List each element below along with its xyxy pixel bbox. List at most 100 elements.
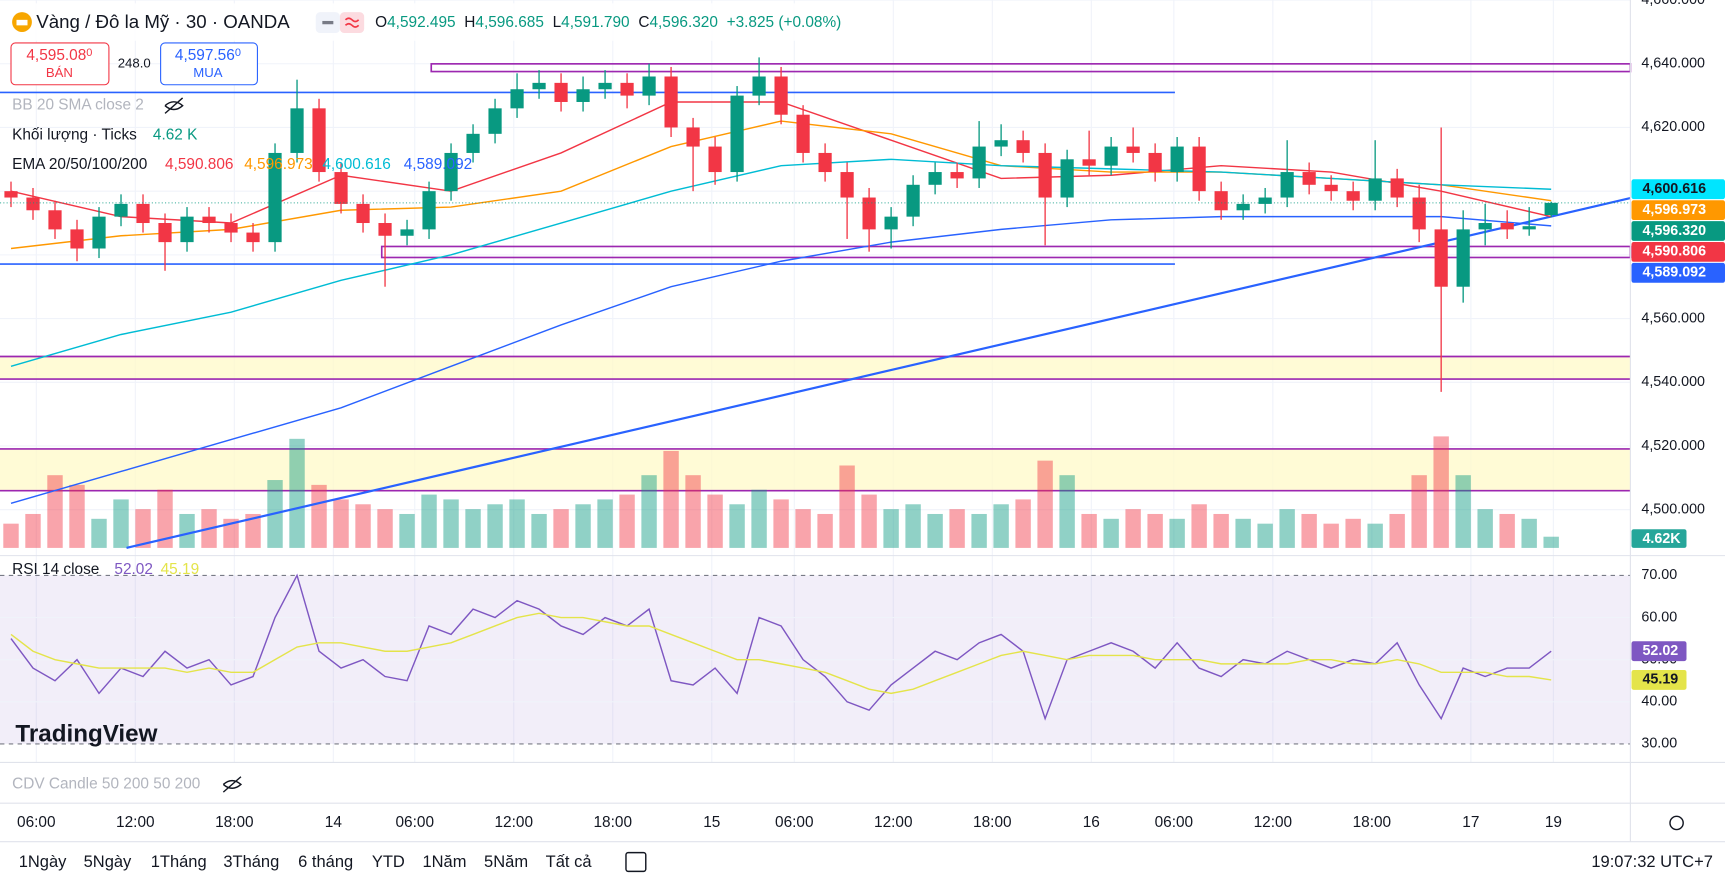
ema-legend-value: 4,590.806 bbox=[165, 156, 233, 173]
range-button[interactable]: 5Ngày bbox=[84, 853, 132, 871]
candle-body bbox=[136, 203, 150, 224]
volume-bar bbox=[289, 438, 305, 548]
y-tick-label: 4,620.000 bbox=[1641, 119, 1705, 135]
sell-price-sup: 0 bbox=[86, 47, 92, 59]
buy-button[interactable]: 4,597.560 MUA bbox=[160, 42, 258, 86]
price-tag bbox=[1631, 200, 1725, 221]
volume-bar bbox=[91, 518, 107, 548]
rsi-line bbox=[10, 612, 1552, 695]
volume-bar bbox=[333, 499, 349, 548]
candle-body bbox=[906, 184, 920, 217]
range-button[interactable]: 3Tháng bbox=[223, 853, 279, 871]
volume-bar bbox=[795, 509, 811, 548]
volume-bar bbox=[1389, 513, 1405, 548]
volume-bar bbox=[1037, 460, 1053, 548]
ema-legend-values: 4,590.806 4,596.973 4,600.616 4,589.092 bbox=[165, 156, 472, 173]
calendar-icon[interactable] bbox=[625, 851, 647, 873]
rsi-tick-label: 70.00 bbox=[1641, 567, 1677, 583]
volume-bar bbox=[685, 475, 701, 548]
volume-bar bbox=[861, 494, 877, 548]
candle-body bbox=[620, 82, 634, 96]
volume-bar bbox=[1147, 513, 1163, 548]
candle-body bbox=[1346, 191, 1360, 201]
volume-bar bbox=[311, 484, 327, 548]
x-tick-label: 16 bbox=[1083, 814, 1100, 831]
volume-bar bbox=[597, 499, 613, 548]
x-tick-label: 18:00 bbox=[1353, 814, 1392, 831]
range-button[interactable]: 1Ngày bbox=[19, 853, 67, 871]
icon-glyph bbox=[322, 20, 334, 25]
y-tick-label: 4,640.000 bbox=[1641, 56, 1705, 72]
candle-body bbox=[422, 191, 436, 230]
range-button[interactable]: Tất cả bbox=[546, 853, 593, 871]
volume-bar bbox=[883, 509, 899, 548]
hidden-icon[interactable] bbox=[222, 776, 243, 793]
volume-bar bbox=[817, 513, 833, 548]
drawings bbox=[0, 63, 1632, 492]
candle-body bbox=[818, 152, 832, 173]
price-tag-label: 4,596.320 bbox=[1642, 223, 1706, 239]
volume-bar bbox=[1015, 499, 1031, 548]
icon-button[interactable] bbox=[339, 12, 365, 34]
sell-button[interactable]: 4,595.080 BÁN bbox=[10, 42, 110, 86]
x-tick-label: 18:00 bbox=[973, 814, 1012, 831]
volume-bar bbox=[1455, 475, 1471, 548]
x-tick-label: 12:00 bbox=[874, 814, 913, 831]
candle-body bbox=[576, 89, 590, 102]
candle-body bbox=[796, 114, 810, 153]
sell-price-main: 4,595.08 bbox=[26, 47, 86, 64]
volume-bar bbox=[619, 494, 635, 548]
price-tag-label: 4,589.092 bbox=[1642, 265, 1706, 281]
candles bbox=[0, 57, 1631, 392]
volume-bar bbox=[1367, 523, 1383, 548]
candle-body bbox=[1500, 223, 1514, 230]
bb-legend[interactable]: BB 20 SMA close 2 bbox=[12, 97, 144, 114]
candle-body bbox=[994, 140, 1008, 147]
clock[interactable]: 19:07:32 UTC+7 bbox=[1591, 853, 1713, 871]
x-tick-label: 06:00 bbox=[1155, 814, 1194, 831]
price-tag-label: 4,600.616 bbox=[1642, 181, 1706, 197]
volume-bar bbox=[1125, 509, 1141, 548]
y-tick-label: 4,660.000 bbox=[1641, 0, 1705, 8]
volume-bar bbox=[993, 504, 1009, 548]
volume-bar bbox=[553, 509, 569, 548]
candle-body bbox=[840, 172, 854, 198]
settings-icon[interactable] bbox=[1669, 815, 1684, 831]
range-button[interactable]: 1Năm bbox=[422, 853, 466, 871]
candle-body bbox=[1390, 178, 1404, 198]
buy-box[interactable] bbox=[160, 42, 258, 86]
range-button[interactable]: 5Năm bbox=[484, 853, 528, 871]
rsi-legend[interactable]: RSI 14 close bbox=[12, 561, 99, 578]
x-tick-label: 18:00 bbox=[594, 814, 633, 831]
y-tick-label: 4,560.000 bbox=[1641, 310, 1705, 326]
sell-box[interactable] bbox=[10, 42, 110, 86]
volume-legend[interactable]: Khối lượng · Ticks bbox=[12, 126, 137, 143]
rsi-legend-values: 52.02 45.19 bbox=[114, 561, 199, 578]
header-bg bbox=[0, 3, 881, 41]
volume-bar bbox=[1081, 513, 1097, 548]
candle-body bbox=[114, 203, 128, 217]
volume-bar bbox=[1059, 475, 1075, 548]
range-button[interactable]: 6 tháng bbox=[298, 853, 353, 871]
cdv-legend[interactable]: CDV Candle 50 200 50 200 bbox=[12, 776, 200, 793]
candle-body bbox=[884, 216, 898, 230]
rsi-legend-value: 52.02 bbox=[114, 561, 153, 578]
range-button[interactable]: 1Tháng bbox=[151, 853, 207, 871]
hidden-icon[interactable] bbox=[164, 97, 184, 114]
sell-label: BÁN bbox=[46, 65, 73, 80]
candle-body bbox=[1148, 152, 1162, 173]
volume-bar bbox=[1279, 509, 1295, 548]
candle-body bbox=[1126, 146, 1140, 153]
x-tick-label: 12:00 bbox=[116, 814, 155, 831]
ema-legend[interactable]: EMA 20/50/100/200 bbox=[12, 156, 147, 173]
rsi-tag-label: 52.02 bbox=[1642, 643, 1678, 659]
candle-body bbox=[1082, 159, 1096, 166]
candle-body bbox=[510, 89, 524, 109]
candle-body bbox=[312, 108, 326, 173]
volume-bar bbox=[663, 450, 679, 548]
range-button[interactable]: YTD bbox=[372, 853, 405, 871]
price-tag bbox=[1631, 242, 1725, 262]
candle-body bbox=[224, 223, 238, 233]
ema-line bbox=[10, 158, 1552, 368]
